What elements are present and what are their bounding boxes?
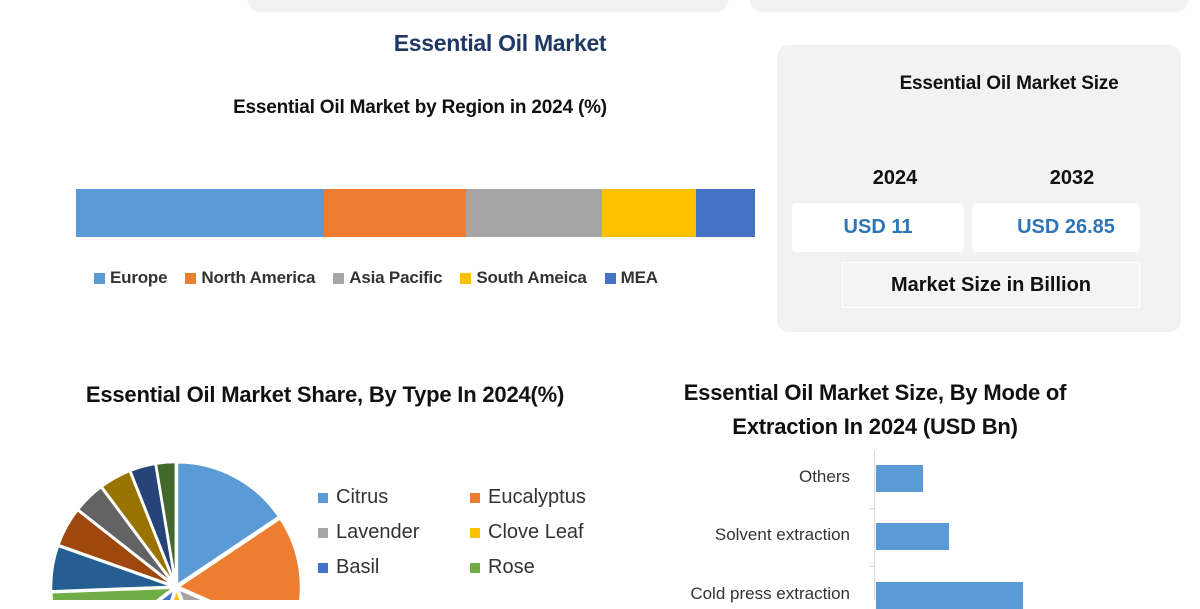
legend-label: South Ameica	[476, 268, 587, 287]
type-chart-title: Essential Oil Market Share, By Type In 2…	[85, 382, 565, 407]
legend-item: Basil	[318, 556, 470, 579]
year-label-2032: 2032	[1049, 167, 1095, 189]
legend-swatch	[333, 272, 345, 284]
type-legend: Citrus Eucalyptus Lavender Clove Leaf Basil R…	[318, 486, 630, 579]
legend-label: Europe	[110, 268, 168, 287]
legend-item: Rose	[470, 556, 630, 579]
legend-item: Eucalyptus	[470, 486, 630, 509]
legend-item: Lavender	[318, 521, 470, 544]
axis-tick	[869, 566, 875, 567]
extraction-chart-title: Essential Oil Market Size, By Mode of Ex…	[683, 380, 1067, 439]
legend-label: Citrus	[336, 486, 389, 508]
legend-swatch	[185, 272, 197, 284]
value-box-2032: USD 26.85	[972, 203, 1140, 252]
bar-row-solvent-extraction: Solvent extraction	[640, 523, 1200, 550]
legend-swatch	[94, 272, 105, 284]
region-legend: Europe North America Asia Pacific South Ame…	[94, 268, 658, 288]
bar-category-label: Others	[798, 467, 850, 486]
legend-item: Clove Leaf	[470, 521, 630, 544]
bar-fill	[876, 523, 949, 550]
bar-segment-north-america	[323, 189, 466, 237]
unit-label-box: Market Size in Billion	[842, 262, 1140, 308]
legend-item: North America	[185, 268, 315, 288]
market-size-panel: Essential Oil Market Size 2024 2032 USD …	[777, 45, 1181, 332]
legend-label: Asia Pacific	[349, 268, 443, 287]
legend-item: Asia Pacific	[333, 268, 443, 288]
pie-slice-citrus	[175, 460, 281, 588]
bar-fill	[876, 582, 1023, 609]
pie-slice-eucalyptus	[175, 516, 303, 600]
top-card-right	[750, 0, 1188, 11]
legend-item: Citrus	[318, 486, 470, 509]
value-box-2024: USD 11	[792, 203, 964, 252]
bar-segment-europe	[76, 189, 324, 237]
legend-label: Lavender	[336, 521, 420, 543]
y-axis-line	[874, 450, 875, 600]
bar-fill	[876, 465, 923, 492]
main-title: Essential Oil Market	[393, 30, 607, 56]
legend-swatch	[470, 492, 480, 503]
region-stacked-bar	[76, 189, 755, 237]
pie-slice-lavender	[175, 586, 207, 600]
bar-segment-south-ameica	[601, 189, 696, 237]
bar-row-others: Others	[640, 465, 1200, 492]
legend-swatch	[318, 492, 328, 503]
legend-swatch	[470, 527, 480, 538]
bar-category-label: Solvent extraction	[714, 525, 850, 544]
legend-swatch	[460, 272, 472, 284]
legend-swatch	[318, 527, 328, 538]
legend-label: Basil	[336, 556, 380, 578]
legend-label: MEA	[620, 268, 658, 287]
pie-slice-clove-leaf	[171, 585, 183, 600]
market-size-title: Essential Oil Market Size	[899, 73, 1119, 94]
legend-label: North America	[201, 268, 316, 287]
legend-item: MEA	[604, 268, 658, 288]
legend-swatch	[318, 562, 328, 573]
pie-slice-basil	[157, 585, 178, 600]
pie-slice	[154, 460, 178, 586]
axis-tick	[869, 508, 875, 509]
bar-segment-mea	[695, 189, 755, 237]
legend-label: Eucalyptus	[488, 486, 586, 508]
legend-swatch	[604, 272, 616, 284]
year-label-2024: 2024	[872, 167, 918, 189]
top-card-left	[248, 0, 728, 11]
extraction-bar-chart: Others Solvent extraction Cold press extra…	[640, 450, 1200, 609]
bar-category-label: Cold press extraction	[690, 584, 850, 603]
legend-label: Rose	[488, 556, 535, 578]
pie-slice-rose	[49, 586, 178, 600]
legend-swatch	[470, 562, 480, 573]
region-chart-title: Essential Oil Market by Region in 2024 (…	[233, 97, 607, 118]
type-pie-chart	[49, 460, 303, 600]
legend-item: South Ameica	[460, 268, 587, 288]
legend-label: Clove Leaf	[488, 521, 584, 543]
bar-segment-asia-pacific	[465, 189, 602, 237]
bar-row-cold-press-extraction: Cold press extraction	[640, 582, 1200, 609]
legend-item: Europe	[94, 268, 168, 288]
